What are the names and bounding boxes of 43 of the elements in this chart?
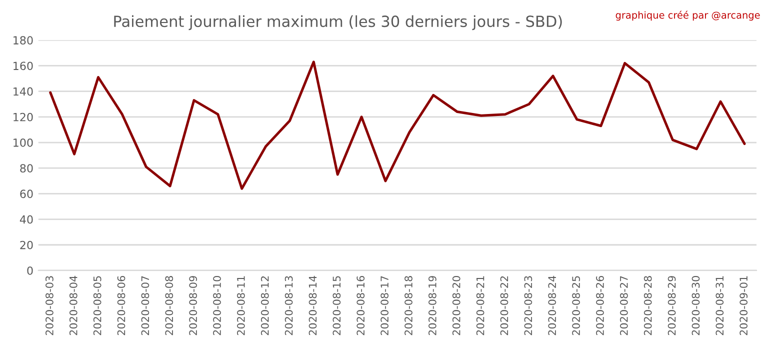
x-tick-label: 2020-08-18 <box>404 276 412 336</box>
x-tick-label: 2020-08-10 <box>213 276 221 336</box>
text: graphique créé par @arcange <box>616 10 760 21</box>
x-tick-label: 2020-08-15 <box>332 276 341 336</box>
y-tick-label: 160 <box>14 62 33 70</box>
y-tick-label: 120 <box>14 112 33 122</box>
x-tick-label: 2020-08-22 <box>500 276 508 336</box>
x-tick-label: 2020-08-16 <box>356 276 365 336</box>
y-tick-label: 0 <box>27 266 33 275</box>
y-tick-label: 60 <box>20 190 33 198</box>
x-tick-label: 2020-08-25 <box>572 276 580 336</box>
x-tick-label: 2020-08-21 <box>476 276 484 336</box>
line-series <box>49 60 746 190</box>
x-tick-label: 2020-08-23 <box>524 276 532 336</box>
x-tick-label: 2020-08-14 <box>308 276 317 336</box>
x-tick-label: 2020-08-09 <box>189 276 198 336</box>
chart-title: Paiement journalier maximum (les 30 derniers jours - SBD) <box>114 15 562 30</box>
y-tick-label: 80 <box>20 164 33 172</box>
x-tick-label: 2020-08-03 <box>46 276 54 336</box>
x-tick-label: 2020-08-20 <box>452 276 460 336</box>
x-tick-label: 2020-08-12 <box>260 276 269 336</box>
x-tick-label: 2020-08-11 <box>237 276 245 336</box>
x-tick-label: 2020-09-01 <box>740 276 748 336</box>
y-tick-label: 100 <box>14 138 33 147</box>
x-tick-label: 2020-08-30 <box>692 276 700 336</box>
x-tick-label: 2020-08-27 <box>620 276 628 336</box>
x-tick-label: 2020-08-06 <box>117 276 126 336</box>
x-tick-label: 2020-08-04 <box>69 276 78 336</box>
x-tick-label: 2020-08-07 <box>141 276 150 336</box>
y-tick-label: 20 <box>20 240 33 250</box>
x-tick-label: 2020-08-26 <box>596 276 604 336</box>
y-tick-label: 180 <box>14 36 33 45</box>
x-tick-label: 2020-08-13 <box>284 276 293 336</box>
x-tick-label: 2020-08-31 <box>716 276 724 336</box>
x-tick-label: 2020-08-05 <box>93 276 102 336</box>
x-tick-label: 2020-08-24 <box>548 276 556 336</box>
x-tick-label: 2020-08-19 <box>428 276 436 336</box>
x-tick-label: 2020-08-29 <box>668 276 676 336</box>
x-tick-label: 2020-08-28 <box>644 276 652 336</box>
x-tick-label: 2020-08-17 <box>380 276 388 336</box>
x-tick-label: 2020-08-08 <box>165 276 174 336</box>
y-tick-label: 140 <box>14 87 33 96</box>
y-tick-label: 40 <box>20 215 33 224</box>
